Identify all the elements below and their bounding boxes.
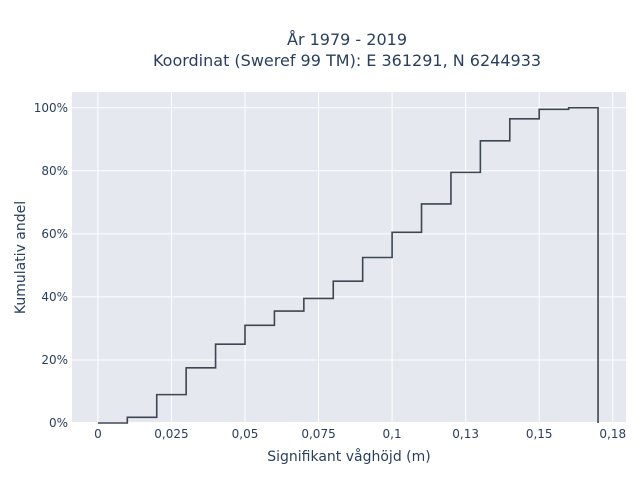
y-tick-label: 80% xyxy=(41,164,68,178)
x-tick-label: 0,18 xyxy=(599,427,626,441)
y-tick-label: 0% xyxy=(49,416,68,430)
x-tick-label: 0,05 xyxy=(232,427,259,441)
y-tick-label: 20% xyxy=(41,353,68,367)
grid xyxy=(72,92,626,424)
y-tick-label: 100% xyxy=(34,101,68,115)
plot-area xyxy=(72,92,626,423)
x-tick-label: 0,13 xyxy=(452,427,479,441)
x-tick-label: 0,1 xyxy=(383,427,402,441)
x-tick-label: 0,025 xyxy=(154,427,188,441)
x-axis: 0 0,025 0,05 0,075 0,1 0,13 0,15 0,18 xyxy=(94,427,626,441)
series-group xyxy=(97,106,599,424)
y-tick-label: 60% xyxy=(41,227,68,241)
y-axis: 0% 20% 40% 60% 80% 100% xyxy=(34,101,68,430)
x-axis-title: Signifikant våghöjd (m) xyxy=(267,448,430,465)
x-tick-label: 0 xyxy=(94,427,102,441)
chart-title: År 1979 - 2019 Koordinat (Sweref 99 TM): … xyxy=(153,30,541,70)
y-axis-title: Kumulativ andel xyxy=(13,201,29,314)
y-tick-label: 40% xyxy=(41,290,68,304)
series-line-0 xyxy=(97,106,599,424)
x-tick-label: 0,15 xyxy=(526,427,553,441)
title-line: År 1979 - 2019 xyxy=(287,30,407,49)
title-line: Koordinat (Sweref 99 TM): E 361291, N 62… xyxy=(153,51,541,70)
x-tick-label: 0,075 xyxy=(301,427,335,441)
